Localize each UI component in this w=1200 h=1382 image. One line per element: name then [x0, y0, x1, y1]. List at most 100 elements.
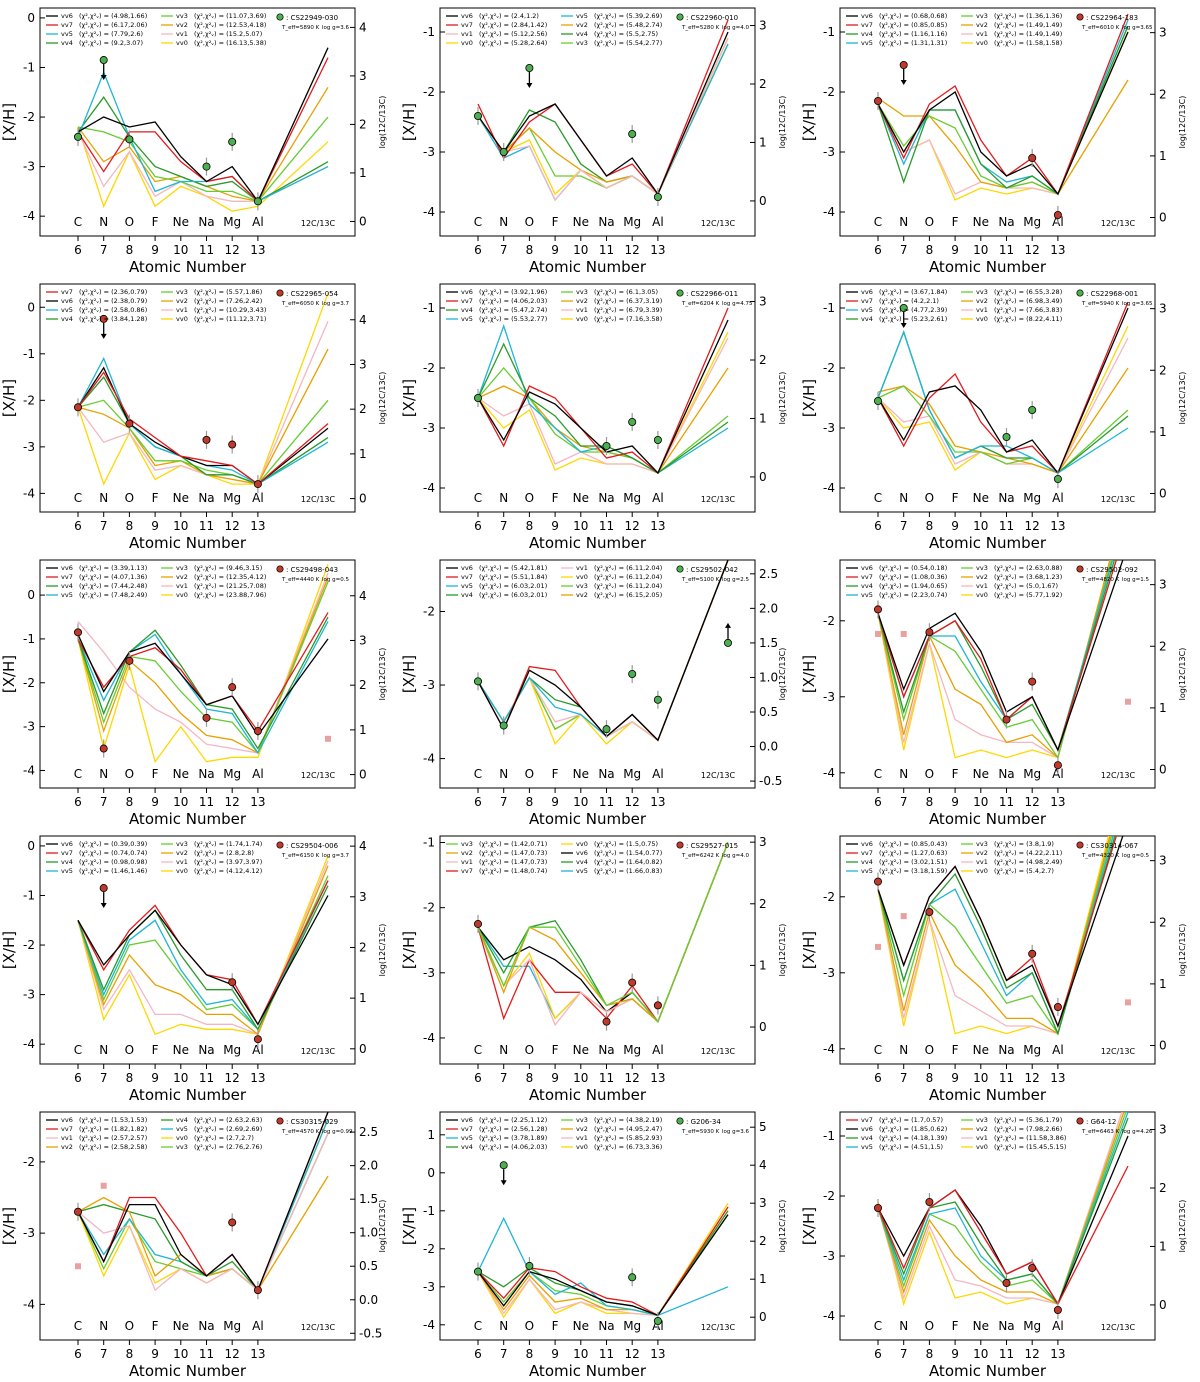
legend: vv7 (χ²,χ²ᵥ) = (1.7,0.57) vv6 (χ²,χ²ᵥ) = (1… — [846, 1116, 1066, 1151]
series-line-vv2 — [877, 79, 1129, 195]
series-line-vv1 — [877, 560, 1111, 759]
element-label: F — [152, 215, 159, 229]
legend-chi-vv4: (χ²,χ²ᵥ) = (0.98,0.98) — [79, 858, 147, 866]
legend-label-vv6: vv6 — [461, 288, 473, 296]
series-line-vv5 — [477, 1216, 729, 1316]
x-tick-label: 11 — [999, 795, 1014, 809]
x-axis-label: Atomic Number — [129, 534, 247, 552]
series-line-vv6 — [877, 1135, 1129, 1306]
star-logg: log g=0.99 — [322, 1129, 353, 1135]
series-line-vv6 — [77, 634, 329, 737]
legend-label-vv6: vv6 — [861, 288, 873, 296]
x-tick-label: 9 — [151, 519, 159, 533]
element-label: Na — [198, 215, 214, 229]
legend-label-vv7: vv7 — [61, 21, 73, 29]
element-label: Mg — [223, 1043, 241, 1057]
x-tick-label: 8 — [926, 1071, 934, 1085]
legend-label-vv3: vv3 — [176, 840, 188, 848]
ratio-tick-label: 0.0 — [359, 1293, 378, 1307]
y-tick-label: -4 — [23, 1037, 35, 1051]
series-line-vv2 — [477, 842, 729, 1023]
series-line-vv7 — [877, 301, 1129, 475]
legend-label-vv7: vv7 — [861, 573, 873, 581]
element-label: C — [74, 1319, 82, 1333]
x-tick-label: 11 — [999, 1071, 1014, 1085]
element-label: Al — [252, 215, 264, 229]
element-label: Ne — [173, 767, 189, 781]
y-tick-label: -2 — [23, 938, 35, 952]
x-tick-label: 11 — [999, 519, 1014, 533]
legend-chi-vv5: (χ²,χ²ᵥ) = (7.48,2.49) — [79, 591, 147, 599]
series-line-vv6 — [877, 560, 1124, 752]
legend-label-vv5: vv5 — [861, 1143, 873, 1151]
ratio-tick-label: 4 — [359, 313, 367, 327]
ratio-column-label: 12C/13C — [301, 771, 336, 780]
element-label: C — [474, 491, 482, 505]
x-tick-label: 11 — [199, 243, 214, 257]
ratio-tick-label: 3 — [1159, 26, 1167, 40]
legend-label-vv5: vv5 — [861, 306, 873, 314]
ratio-tick-label: 1 — [359, 991, 367, 1005]
ratio-tick-label: 2 — [759, 897, 767, 911]
legend-chi-vv3: (χ²,χ²ᵥ) = (9.46,3.15) — [194, 564, 262, 572]
series-line-vv6 — [77, 895, 329, 1026]
x-tick-label: 7 — [500, 795, 508, 809]
observed-point — [925, 1198, 934, 1207]
observed-point — [899, 61, 908, 70]
observed-point — [473, 677, 482, 686]
legend-chi-vv7: (χ²,χ²ᵥ) = (2.84,1.42) — [479, 21, 547, 29]
panel-g206-34: -4-3-2-1010123456C7N8O9F10Ne11Na12Mg13Al… — [400, 1111, 787, 1380]
panel-cs30315-029: -4 -3 -2 -0.5 0.0 0.5 1.0 1.5 2.0 2.5 6 C 7 N 8 O 9 F 10 Ne… — [0, 1111, 387, 1380]
y-axis-label: [X/H] — [0, 1207, 18, 1245]
observed-point — [473, 112, 482, 121]
element-label: O — [125, 1319, 134, 1333]
ratio-tick-label: 3 — [359, 69, 367, 83]
legend-chi-vv3: (χ²,χ²ᵥ) = (1.74,1.74) — [194, 840, 262, 848]
legend-label-vv0: vv0 — [976, 315, 988, 323]
ratio-tick-label: 3 — [359, 890, 367, 904]
y-tick-label: -4 — [423, 205, 435, 219]
observed-point — [473, 1267, 482, 1276]
legend-label-vv1: vv1 — [976, 1134, 988, 1142]
legend-label-vv6: vv6 — [861, 840, 873, 848]
series-line-vv3 — [877, 25, 1129, 195]
legend-label-vv7: vv7 — [461, 1125, 473, 1133]
x-tick-label: 7 — [500, 1071, 508, 1085]
star-marker — [676, 13, 684, 21]
legend-chi-vv6: (χ²,χ²ᵥ) = (1.85,0.62) — [879, 1125, 947, 1133]
element-label: N — [499, 491, 508, 505]
legend-label-vv7: vv7 — [461, 573, 473, 581]
ratio-tick-label: 2.0 — [759, 601, 778, 615]
legend-chi-vv5: (χ²,χ²ᵥ) = (1.31,1.31) — [879, 39, 947, 47]
y-tick-label: -2 — [823, 1189, 835, 1203]
star-logg: log g=4.75 — [722, 301, 753, 307]
legend-chi-vv6: (χ²,χ²ᵥ) = (1.54,0.77) — [594, 849, 662, 857]
legend-chi-vv0: (χ²,χ²ᵥ) = (2.7,2.7) — [194, 1134, 254, 1142]
model-lines — [77, 293, 329, 486]
y-tick-label: -3 — [823, 145, 835, 159]
legend-chi-vv7: (χ²,χ²ᵥ) = (2.56,1.28) — [479, 1125, 547, 1133]
x-tick-label: 10 — [173, 795, 188, 809]
legend-label-vv5: vv5 — [461, 582, 473, 590]
plot-frame — [839, 7, 1156, 237]
element-label: C — [74, 215, 82, 229]
legend-label-vv5: vv5 — [861, 867, 873, 875]
arrow-head — [725, 622, 731, 628]
y-tick-label: -1 — [23, 347, 35, 361]
y-tick-label: -1 — [823, 1129, 835, 1143]
element-label: O — [525, 767, 534, 781]
x-axis-label: Atomic Number — [129, 1362, 247, 1380]
element-label: Ne — [173, 491, 189, 505]
series-line-vv6 — [77, 366, 329, 485]
ratio-column-label: 12C/13C — [701, 1047, 736, 1056]
legend-label-vv5: vv5 — [461, 315, 473, 323]
legend-chi-vv0: (χ²,χ²ᵥ) = (11.12,3.71) — [194, 315, 266, 323]
y-tick-label: -3 — [23, 160, 35, 174]
y-tick-label: -2 — [423, 361, 435, 375]
legend-label-vv6: vv6 — [461, 564, 473, 572]
element-label: F — [952, 767, 959, 781]
legend-label-vv6: vv6 — [61, 1116, 73, 1124]
